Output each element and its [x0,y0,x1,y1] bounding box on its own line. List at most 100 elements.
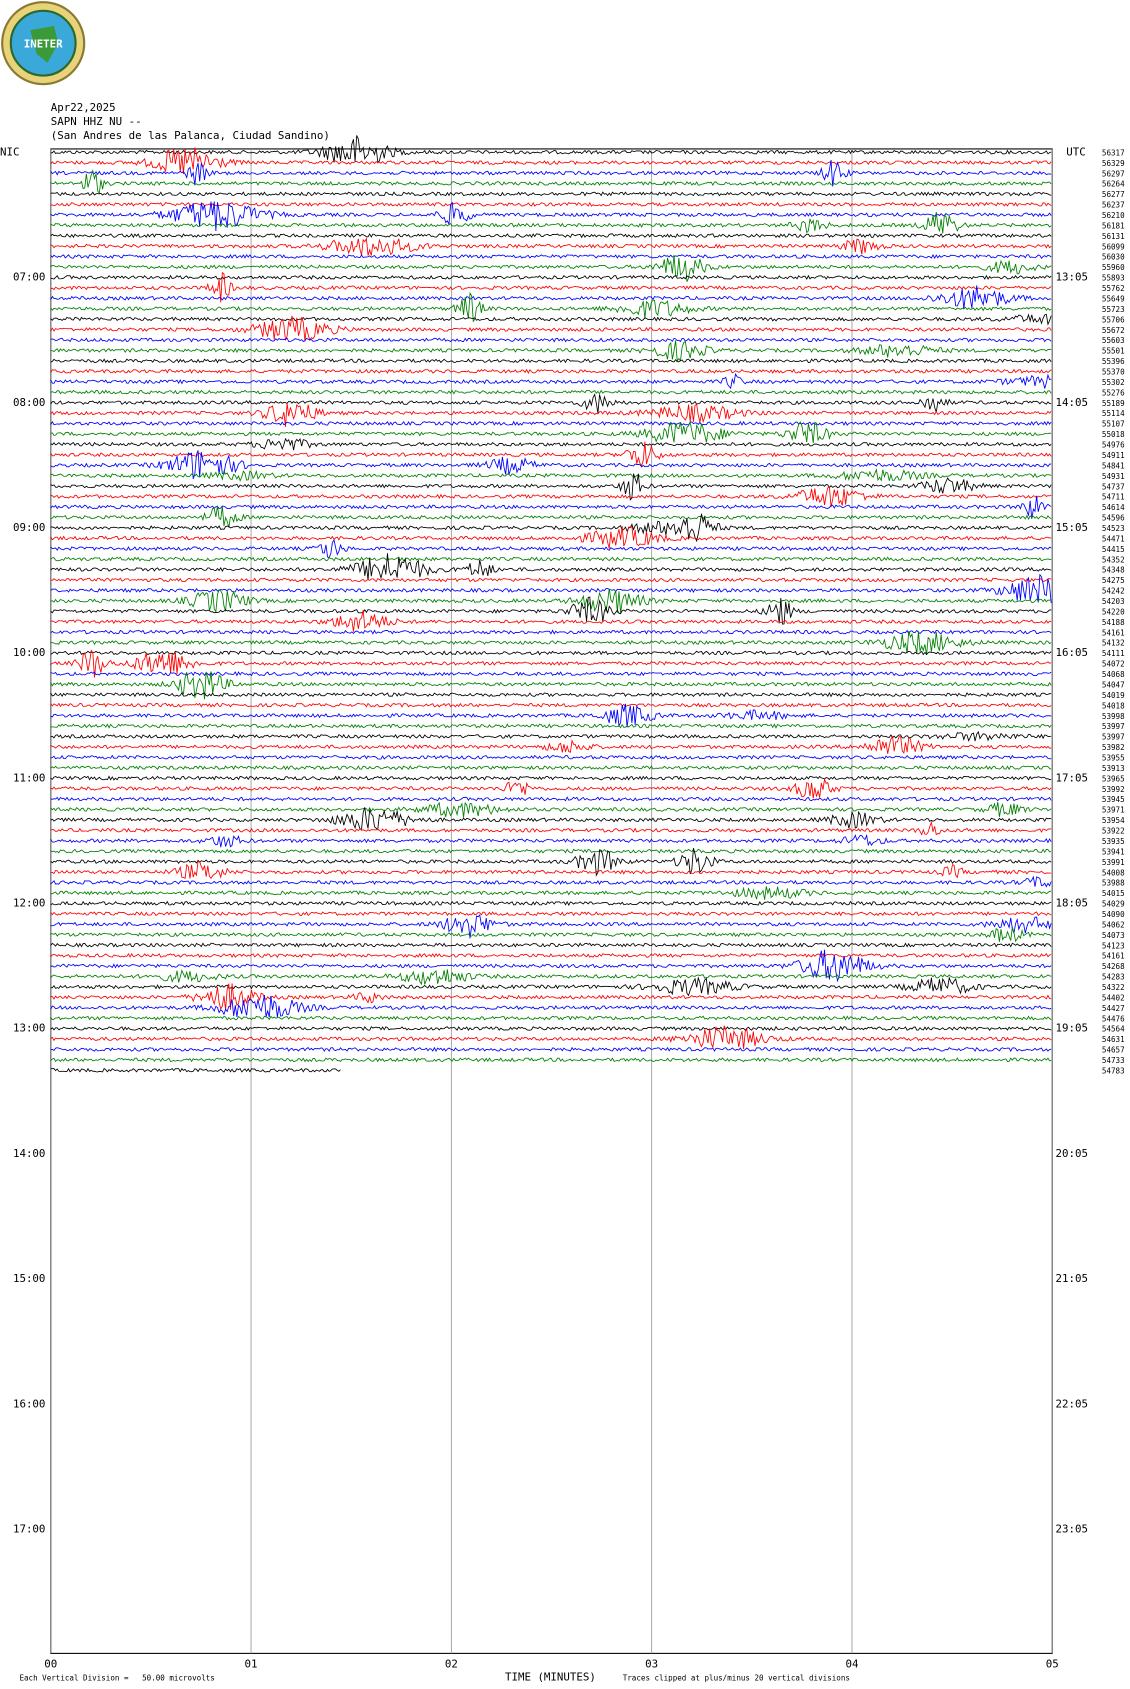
trace [50,420,1052,444]
right-time-label: 13:05 [1056,271,1088,284]
trace [50,450,1052,479]
trace [50,735,1052,755]
trace-label: 54737 [1102,482,1125,491]
trace-label: 54275 [1102,576,1125,585]
trace-label: 54711 [1102,493,1125,502]
trace-label: 55370 [1102,367,1125,376]
trace-label: 54019 [1102,691,1125,700]
trace-label: 55723 [1102,305,1125,314]
trace-label: 54614 [1102,503,1125,512]
traces [50,135,1052,1073]
trace [50,754,1052,760]
trace-label: 53955 [1102,753,1125,762]
trace-label: 55960 [1102,263,1125,272]
trace-label: 54242 [1102,587,1125,596]
trace-label: 54596 [1102,514,1125,523]
trace [50,942,1052,948]
trace-label: 53922 [1102,827,1125,836]
trace-label: 55276 [1102,388,1125,397]
trace [50,169,1052,195]
trace-label: 54008 [1102,868,1125,877]
trace [50,271,1052,303]
trace [50,1067,341,1073]
logo: INETER [1,1,86,86]
left-time-label: 09:00 [13,521,45,534]
trace-label: 53971 [1102,806,1125,815]
trace-label: 54188 [1102,618,1125,627]
trace [50,468,1052,482]
footer-scale: Each Vertical Division = 50.00 microvolt… [19,1673,214,1682]
trace [50,723,1052,729]
trace [50,952,1052,959]
right-time-label: 14:05 [1056,396,1088,409]
x-tick-label: 01 [245,1657,258,1670]
trace-label: 54657 [1102,1046,1125,1055]
trace-label: 53982 [1102,743,1125,752]
trace [50,358,1052,364]
trace-label: 55893 [1102,274,1125,283]
trace [50,983,1052,1011]
trace-label: 56317 [1102,148,1125,157]
trace [50,253,1052,260]
date: Apr22,2025 [51,101,116,114]
trace-label: 54911 [1102,451,1125,460]
trace-label: 55706 [1102,315,1125,324]
trace [50,441,1052,467]
trace [50,631,1052,656]
trace [50,556,1052,562]
trace-label: 56131 [1102,232,1125,241]
trace [50,337,1052,343]
trace [50,254,1052,282]
location: (San Andres de las Palanca, Ciudad Sandi… [51,129,330,142]
trace-label: 54062 [1102,920,1125,929]
footer-clip: Traces clipped at plus/minus 20 vertical… [623,1673,850,1682]
trace-label: 54068 [1102,670,1125,679]
trace-label: 54015 [1102,889,1125,898]
trace-label: 54783 [1102,1066,1125,1075]
left-time-label: 11:00 [13,771,45,784]
trace-label: 53913 [1102,764,1125,773]
trace [50,505,1052,528]
trace [50,553,1052,581]
trace-label: 54352 [1102,555,1125,564]
trace [50,875,1052,888]
trace [50,860,1052,880]
left-time-label: 10:00 [13,646,45,659]
trace-label: 54564 [1102,1025,1125,1034]
trace [50,191,1052,197]
trace [50,777,1052,799]
trace [50,473,1052,501]
trace [50,389,1052,395]
left-time-label: 14:00 [13,1147,45,1160]
right-time-label: 23:05 [1056,1523,1088,1536]
trace [50,495,1052,519]
trace-label: 54523 [1102,524,1125,533]
trace-label: 56030 [1102,253,1125,262]
trace [50,291,1052,323]
trace [50,513,1052,543]
trace-label: 55114 [1102,409,1125,418]
trace-label: 56277 [1102,190,1125,199]
trace-label: 53945 [1102,795,1125,804]
left-time-label: 07:00 [13,271,45,284]
trace [50,775,1052,781]
trace [50,1025,1052,1050]
trace [50,820,1052,836]
trace-label: 54018 [1102,701,1125,710]
trace [50,886,1052,900]
trace [50,596,1052,625]
x-tick-label: 02 [445,1657,458,1670]
trace-label: 53954 [1102,816,1125,825]
left-label: NIC [0,145,19,158]
x-tick-label: 03 [645,1657,658,1670]
trace-label: 54073 [1102,931,1125,940]
trace [50,485,1052,508]
trace-label: 54476 [1102,1014,1125,1023]
trace [50,211,1052,234]
x-tick-label: 00 [44,1657,57,1670]
trace-label: 53935 [1102,837,1125,846]
trace [50,949,1052,983]
trace-label: 56181 [1102,221,1125,230]
trace [50,702,1052,708]
